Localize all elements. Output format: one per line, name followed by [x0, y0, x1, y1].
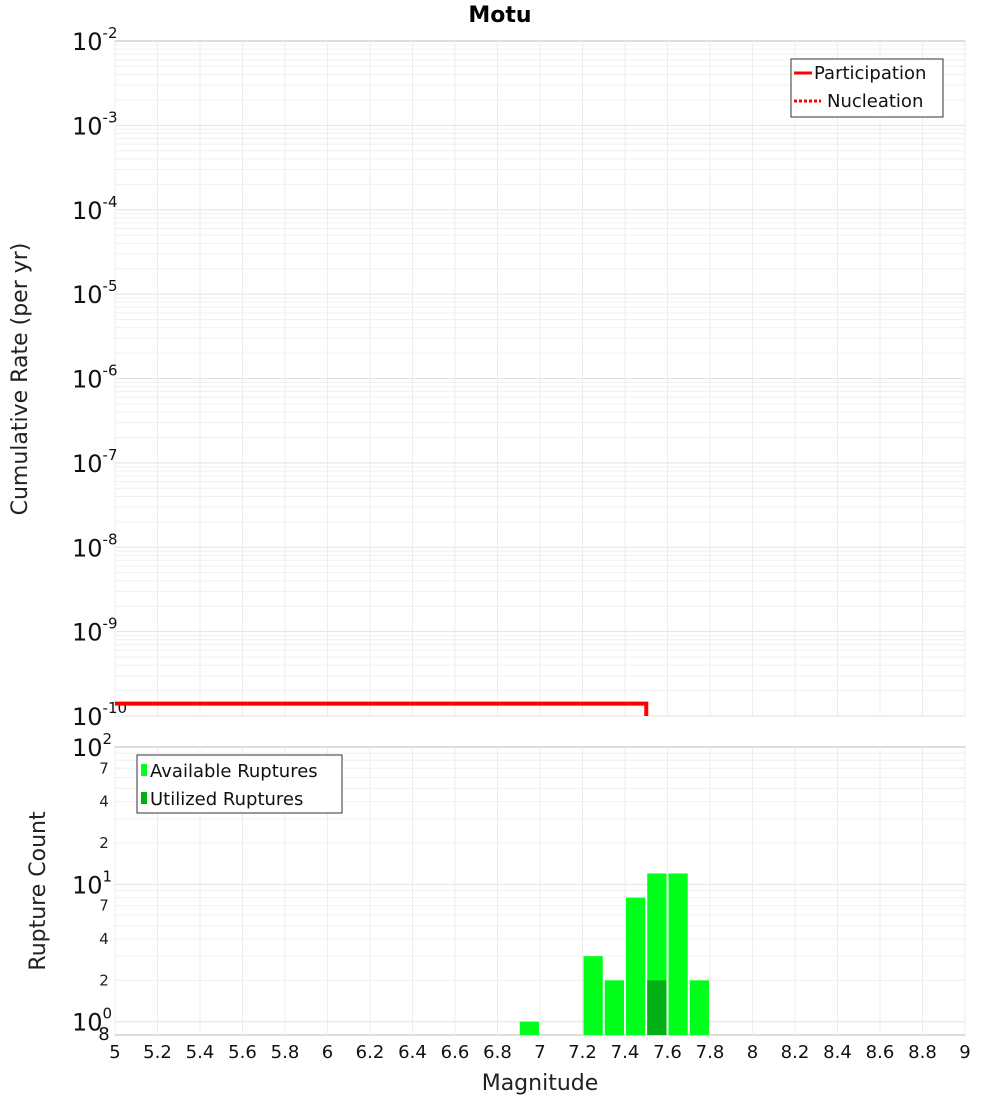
x-tick-label: 7	[534, 1042, 545, 1063]
bottom-y-minor-tick-label: 8	[98, 1024, 109, 1045]
bottom-y-ticks: 102 101 100 7 4 2 7 4 2 8	[72, 730, 112, 1045]
x-tick-label: 8	[747, 1042, 758, 1063]
available-ruptures-bar	[626, 897, 646, 1035]
top-legend-box	[790, 58, 944, 118]
x-tick-label: 7.2	[568, 1042, 597, 1063]
utilized-ruptures-bar	[647, 980, 667, 1035]
x-tick-label: 5.8	[271, 1042, 300, 1063]
bottom-legend-box	[136, 754, 343, 814]
bottom-y-minor-tick-label: 2	[99, 834, 109, 852]
x-tick-label: 8.4	[823, 1042, 852, 1063]
x-tick-label: 8.2	[781, 1042, 810, 1063]
bottom-y-minor-tick-label: 7	[99, 759, 109, 777]
bottom-y-axis-label: Rupture Count	[26, 811, 51, 971]
x-tick-label: 6.8	[483, 1042, 512, 1063]
legend-utilized-label: Utilized Ruptures	[150, 789, 303, 810]
x-tick-label: 8.6	[866, 1042, 895, 1063]
x-tick-label: 8.8	[908, 1042, 937, 1063]
bottom-bars	[519, 873, 709, 1035]
top-series	[115, 701, 649, 716]
available-ruptures-bar	[519, 1021, 539, 1035]
top-y-tick-label: 10-7	[72, 446, 118, 478]
bottom-y-minor-tick-label: 2	[99, 971, 109, 989]
legend-utilized-swatch	[141, 792, 147, 804]
chart-title: Motu	[468, 3, 531, 28]
legend-available-label: Available Ruptures	[150, 761, 318, 782]
available-ruptures-bar	[689, 980, 709, 1035]
top-y-tick-label: 10-5	[72, 277, 118, 309]
bottom-y-major-tick-label: 101	[72, 867, 112, 899]
available-ruptures-bar	[604, 980, 624, 1035]
series-line-participation	[115, 701, 649, 716]
x-tick-label: 5.6	[228, 1042, 257, 1063]
x-tick-label: 6	[322, 1042, 333, 1063]
bottom-y-minor-tick-label: 4	[99, 930, 109, 948]
bottom-x-ticks: 5 5.2 5.4 5.6 5.8 6 6.2 6.4 6.6 6.8 7 7.2 7.4 7.6 7.8 8…	[109, 1042, 970, 1063]
bottom-y-minor-tick-label: 4	[99, 793, 109, 811]
x-tick-label: 6.2	[356, 1042, 385, 1063]
top-y-tick-label: 10-8	[72, 530, 118, 562]
bottom-y-major-tick-label: 102	[72, 730, 112, 762]
x-tick-label: 6.4	[398, 1042, 427, 1063]
available-ruptures-bar	[583, 956, 603, 1035]
available-ruptures-bar	[668, 873, 688, 1035]
x-tick-label: 9	[959, 1042, 970, 1063]
x-tick-label: 5	[109, 1042, 120, 1063]
top-grid	[114, 41, 966, 717]
top-legend: Participation Nucleation	[790, 58, 944, 118]
top-y-tick-label: 10-6	[72, 362, 118, 394]
top-y-tick-label: 10-4	[72, 193, 118, 225]
x-tick-label: 5.4	[186, 1042, 215, 1063]
bottom-y-major-tick-label: 100	[72, 1005, 112, 1037]
x-tick-label: 7.4	[611, 1042, 640, 1063]
x-tick-label: 6.6	[441, 1042, 470, 1063]
top-y-tick-label: 10-3	[72, 108, 118, 140]
legend-nucleation-label: Nucleation	[827, 91, 923, 112]
x-tick-label: 7.6	[653, 1042, 682, 1063]
top-y-tick-label: 10-9	[72, 615, 118, 647]
top-y-axis-label: Cumulative Rate (per yr)	[8, 243, 33, 516]
top-y-tick-label: 10-2	[72, 24, 118, 56]
x-tick-label: 5.2	[143, 1042, 172, 1063]
bottom-legend: Available Ruptures Utilized Ruptures	[136, 754, 343, 814]
top-panel: 10-210-310-410-510-610-710-810-910-10 Cu…	[8, 24, 966, 731]
bottom-panel: 102 101 100 7 4 2 7 4 2 8 5 5.2 5.4 5.6 5.8 6 6.2 6.4 6.6…	[26, 730, 971, 1096]
bottom-y-minor-tick-label: 7	[99, 897, 109, 915]
legend-available-swatch	[141, 764, 147, 776]
x-tick-label: 7.8	[696, 1042, 725, 1063]
legend-participation-label: Participation	[814, 63, 926, 84]
x-axis-label: Magnitude	[482, 1071, 599, 1096]
